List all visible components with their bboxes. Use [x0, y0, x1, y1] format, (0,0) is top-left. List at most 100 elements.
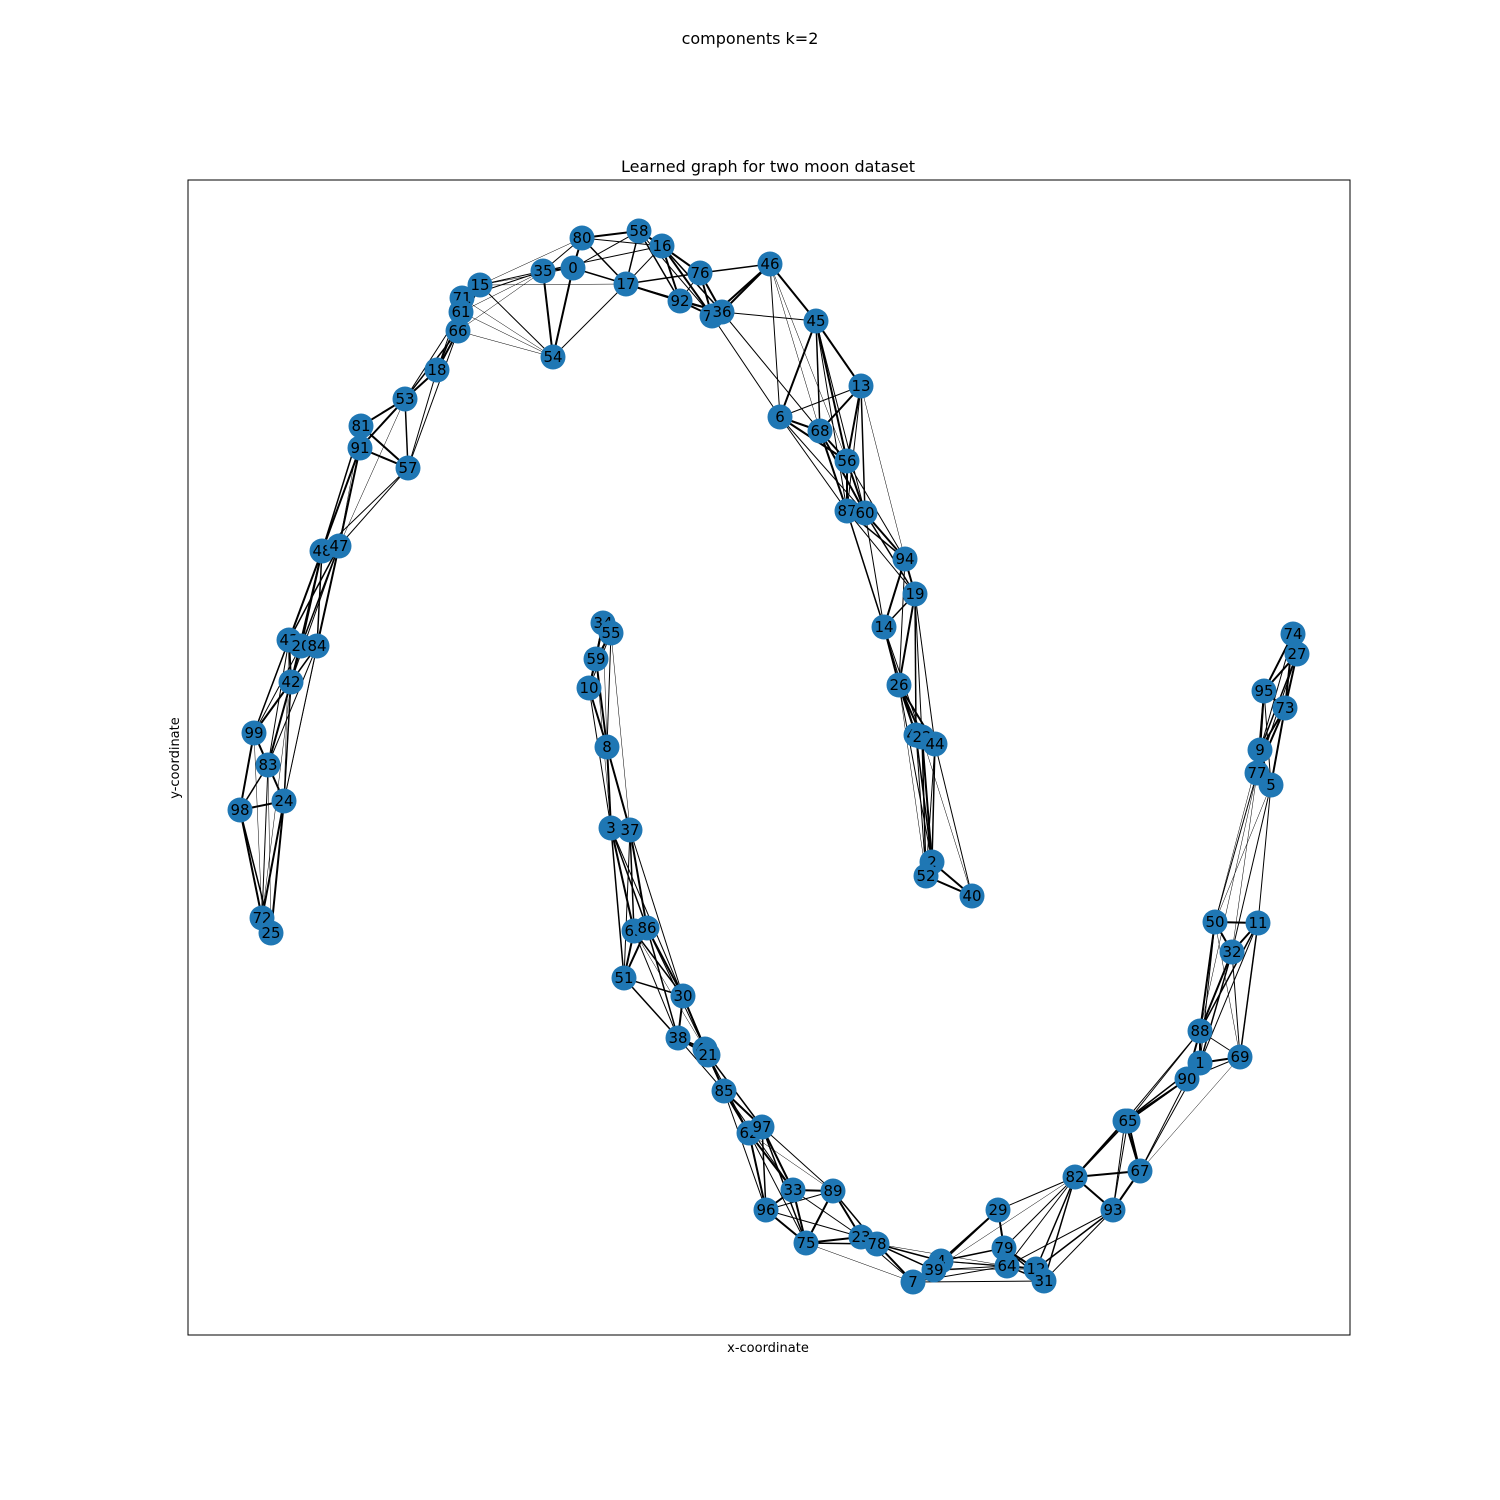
- graph-edge: [815, 320, 862, 387]
- graph-node-marker: [530, 258, 556, 284]
- graph-edge: [460, 311, 554, 358]
- graph-node-label: 8: [602, 738, 612, 756]
- graph-node-marker: [445, 318, 471, 344]
- graph-node-label: 87: [837, 502, 856, 520]
- graph-node-marker: [1219, 939, 1245, 965]
- graph-node-label: 36: [712, 303, 731, 321]
- graph-edge: [792, 1189, 862, 1238]
- graph-edge: [633, 930, 706, 1050]
- graph-node-label: 80: [572, 229, 591, 247]
- graph-node-marker: [1251, 678, 1277, 704]
- graph-node-marker: [820, 1178, 846, 1204]
- graph-edge: [761, 1126, 767, 1211]
- graph-edge: [761, 1126, 834, 1192]
- graph-edge: [1006, 1209, 1114, 1267]
- graph-edge: [595, 658, 608, 748]
- graph-edge: [661, 245, 713, 317]
- graph-node-label: 98: [230, 801, 249, 819]
- graph-edge: [914, 593, 936, 745]
- graph-node-label: 99: [244, 724, 263, 742]
- graph-edge: [1035, 1176, 1076, 1270]
- graph-edge: [283, 639, 290, 802]
- graph-edge: [1003, 1176, 1076, 1249]
- graph-node-label: 79: [994, 1239, 1013, 1257]
- graph-node-label: 35: [533, 262, 552, 280]
- graph-edge: [748, 1132, 807, 1244]
- graph-node-marker: [892, 546, 918, 572]
- graph-edge: [711, 315, 781, 418]
- graph-node: 42: [278, 669, 304, 695]
- graph-node-marker: [695, 1042, 721, 1068]
- graph-node: 36: [709, 299, 735, 325]
- graph-edge: [239, 809, 263, 919]
- graph-node-label: 64: [997, 1257, 1016, 1275]
- graph-node: 21: [695, 1042, 721, 1068]
- graph-edge: [864, 512, 916, 595]
- graph-edge: [407, 369, 438, 469]
- graph-edge: [898, 558, 906, 686]
- graph-node-marker: [780, 1177, 806, 1203]
- graph-node-label: 0: [568, 259, 578, 277]
- graph-node-label: 30: [673, 987, 692, 1005]
- graph-edge: [610, 632, 631, 831]
- graph-node-marker: [985, 1197, 1011, 1223]
- graph-edge: [588, 687, 612, 829]
- graph-node-marker: [852, 500, 878, 526]
- graph-node-label: 39: [924, 1261, 943, 1279]
- graph-node-label: 86: [637, 919, 656, 937]
- graph-node-marker: [1031, 1268, 1057, 1294]
- graph-edge: [1127, 1030, 1201, 1122]
- graph-node-marker: [749, 1114, 775, 1140]
- graph-edge: [1231, 951, 1241, 1058]
- graph-node: 46: [757, 251, 783, 277]
- graph-node: 83: [255, 752, 281, 778]
- graph-edge: [779, 416, 866, 514]
- graph-node-marker: [634, 915, 660, 941]
- graph-node-marker: [757, 251, 783, 277]
- graph-node-label: 69: [1230, 1048, 1249, 1066]
- graph-edge: [815, 320, 848, 512]
- graph-node-marker: [1247, 737, 1273, 763]
- graph-node: 24: [271, 788, 297, 814]
- graph-edge: [721, 311, 821, 432]
- graph-edge: [1263, 690, 1272, 786]
- graph-edge: [239, 732, 255, 811]
- graph-edge: [815, 320, 866, 514]
- graph-node: 68: [807, 418, 833, 444]
- graph-edge: [765, 1209, 862, 1238]
- graph-node-label: 76: [690, 264, 709, 282]
- graph-edge: [1199, 951, 1233, 1032]
- graph-node: 8: [594, 734, 620, 760]
- graph-node-marker: [594, 734, 620, 760]
- graph-node-marker: [670, 983, 696, 1009]
- graph-node-marker: [326, 533, 352, 559]
- graph-edge: [602, 622, 608, 748]
- graph-node: 29: [985, 1197, 1011, 1223]
- graph-edge: [457, 330, 554, 358]
- graph-edge: [997, 1176, 1076, 1211]
- graph-node: 15: [467, 272, 493, 298]
- graph-node-label: 31: [1034, 1272, 1053, 1290]
- graph-node: 90: [1174, 1066, 1200, 1092]
- graph-node: 84: [304, 633, 330, 659]
- graph-node-label: 95: [1254, 682, 1273, 700]
- graph-node-marker: [709, 299, 735, 325]
- axes-frame: [187, 179, 1351, 1336]
- graph-node: 18: [424, 357, 450, 383]
- graph-edge: [1139, 1056, 1241, 1172]
- graph-edge: [290, 545, 340, 683]
- graph-node-marker: [241, 720, 267, 746]
- graph-node-label: 78: [867, 1235, 886, 1253]
- graph-node: 80: [569, 225, 595, 251]
- graph-node-label: 93: [1103, 1201, 1122, 1219]
- graph-node-marker: [886, 672, 912, 698]
- graph-edge: [633, 930, 679, 1039]
- graph-node-label: 51: [614, 969, 633, 987]
- graph-node-marker: [617, 817, 643, 843]
- graph-node: 96: [753, 1197, 779, 1223]
- graph-edge: [1139, 1078, 1188, 1172]
- graph-edge: [288, 545, 340, 641]
- graph-node-marker: [1280, 621, 1306, 647]
- graph-edge: [1239, 922, 1259, 1058]
- graph-edge: [1112, 1120, 1129, 1211]
